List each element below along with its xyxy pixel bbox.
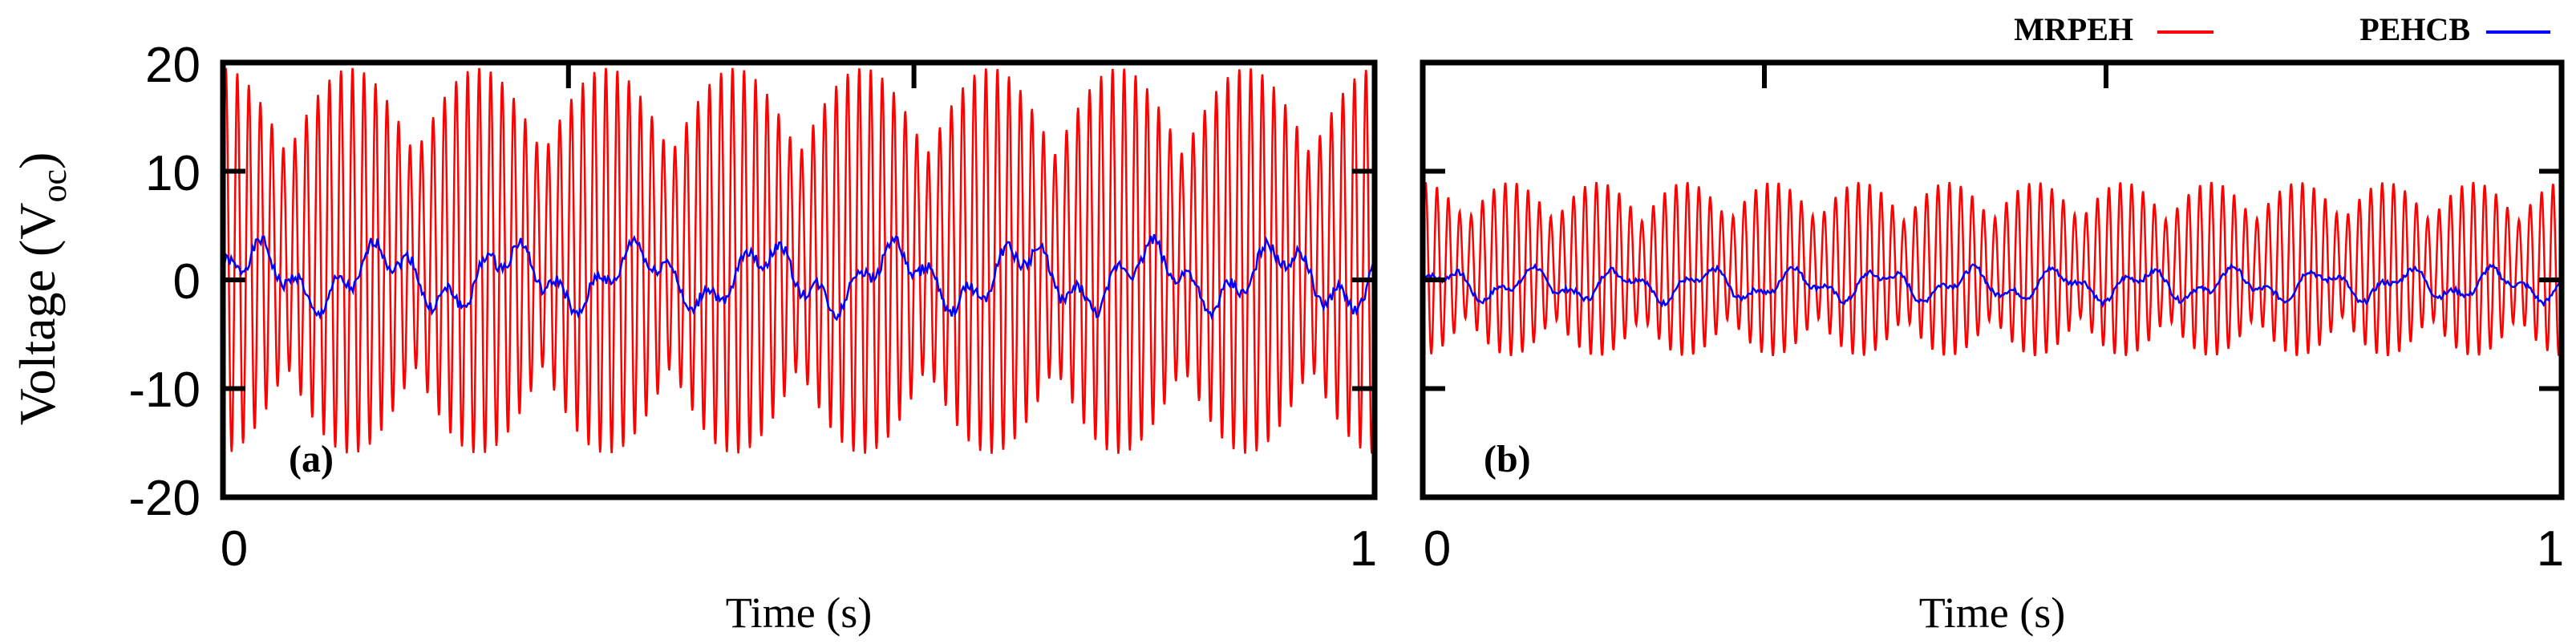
panel-a-ytick-neg10: -10 — [128, 363, 200, 418]
panel-b-series-pehcb-line — [1423, 262, 2562, 309]
legend: MRPEH PEHCB — [2014, 11, 2550, 47]
panel-b-x-axis-label: Time (s) — [1919, 589, 2066, 637]
panel-a-ytick-10: 10 — [145, 146, 200, 201]
panel-a: 20 10 0 -10 -20 0 1 Time (s) (a) — [128, 38, 1378, 637]
panel-b-series-mrpeh-line — [1423, 181, 2562, 357]
panel-a-plot-clip-group — [223, 67, 1375, 454]
panel-a-ytick-neg20: -20 — [128, 471, 200, 526]
panel-a-xtick-0: 0 — [221, 521, 248, 577]
panel-a-series-mrpeh-line — [223, 67, 1375, 454]
legend-label-pehcb: PEHCB — [2359, 11, 2470, 47]
panel-a-ytick-0: 0 — [173, 254, 200, 310]
panel-a-series-pehcb-line — [223, 233, 1375, 322]
y-axis-label-symbol: V — [9, 202, 66, 239]
panel-b: 0 1 Time (s) (b) — [1420, 59, 2565, 637]
panel-b-xtick-0: 0 — [1424, 521, 1451, 577]
y-axis-label-subscript: oc — [34, 169, 74, 203]
legend-label-mrpeh: MRPEH — [2014, 11, 2133, 47]
y-axis-label-close: ) — [9, 152, 66, 169]
y-axis-label-main: Voltage ( — [9, 240, 66, 426]
y-axis-label: Voltage (Voc) — [9, 152, 74, 426]
panel-a-x-axis-label: Time (s) — [726, 589, 873, 637]
panel-b-plot-clip-group — [1423, 181, 2562, 357]
panel-b-xtick-1: 1 — [2537, 521, 2564, 577]
panel-b-label: (b) — [1484, 438, 1531, 480]
panel-b-ticks — [1423, 63, 2562, 391]
panel-a-ticks — [223, 63, 1375, 391]
panel-a-xtick-1: 1 — [1350, 521, 1377, 577]
panel-a-ytick-20: 20 — [145, 38, 200, 93]
panel-a-label: (a) — [289, 438, 334, 480]
